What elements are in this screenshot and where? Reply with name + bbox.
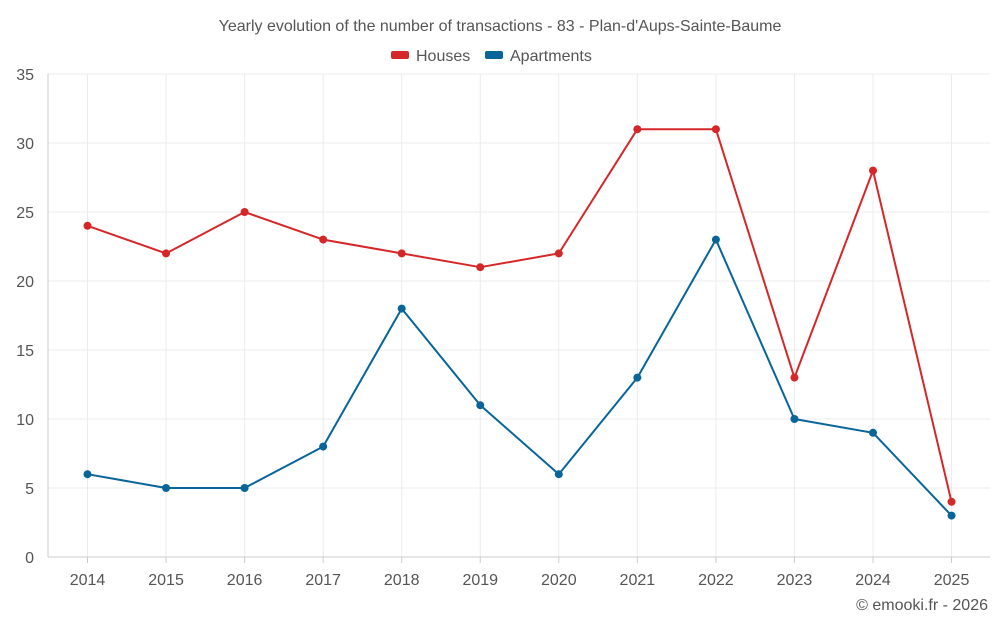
x-tick-label: 2022 (698, 572, 734, 589)
credit-text: © emooki.fr - 2026 (856, 597, 988, 614)
data-point-apartments[interactable] (790, 415, 799, 423)
x-tick-label: 2023 (777, 572, 813, 589)
data-point-apartments[interactable] (476, 401, 485, 410)
y-tick-label: 0 (25, 550, 34, 567)
data-point-apartments[interactable] (554, 470, 563, 479)
grid (48, 73, 990, 557)
data-point-houses[interactable] (476, 263, 485, 272)
legend-label-apartments[interactable]: Apartments (510, 48, 592, 65)
x-tick-label: 2015 (148, 572, 184, 589)
data-point-apartments[interactable] (711, 235, 720, 244)
data-point-houses[interactable] (554, 249, 563, 258)
y-tick-label: 10 (16, 412, 34, 429)
data-point-apartments[interactable] (162, 484, 171, 492)
data-point-apartments[interactable] (240, 484, 249, 492)
x-tick-label: 2017 (305, 572, 341, 589)
x-tick-label: 2021 (620, 572, 656, 589)
y-tick-label: 5 (25, 481, 34, 498)
data-point-apartments[interactable] (869, 428, 877, 437)
data-point-houses[interactable] (711, 125, 720, 134)
data-point-houses[interactable] (397, 249, 406, 258)
legend-label-houses[interactable]: Houses (416, 48, 470, 65)
series (83, 125, 956, 520)
y-tick-label: 20 (16, 274, 34, 291)
legend: Houses Apartments (391, 48, 592, 65)
legend-swatch-apartments (485, 51, 503, 59)
data-point-apartments[interactable] (633, 373, 642, 382)
y-tick-label: 25 (16, 205, 34, 222)
chart-title: Yearly evolution of the number of transa… (219, 18, 782, 35)
y-tick-label: 30 (16, 136, 34, 153)
data-point-apartments[interactable] (397, 304, 406, 313)
data-point-apartments[interactable] (319, 442, 328, 451)
data-point-houses[interactable] (633, 125, 642, 134)
data-point-houses[interactable] (240, 208, 249, 216)
data-point-houses[interactable] (790, 373, 799, 382)
x-tick-label: 2018 (384, 572, 420, 589)
y-tick-label: 15 (16, 343, 34, 360)
data-point-apartments[interactable] (83, 470, 92, 479)
data-point-houses[interactable] (947, 497, 956, 506)
y-tick-label: 35 (16, 67, 34, 84)
series-line-houses (87, 128, 953, 503)
data-point-houses[interactable] (83, 221, 92, 230)
x-tick-label: 2016 (227, 572, 263, 589)
data-point-houses[interactable] (869, 166, 877, 175)
x-tick-label: 2020 (541, 572, 577, 589)
series-line-apartments (87, 238, 953, 517)
x-tick-label: 2019 (462, 572, 498, 589)
data-point-houses[interactable] (162, 249, 171, 258)
legend-swatch-houses (391, 51, 409, 59)
data-point-houses[interactable] (319, 235, 328, 244)
x-tick-label: 2025 (934, 572, 970, 589)
x-tick-label: 2014 (70, 572, 106, 589)
data-point-apartments[interactable] (947, 511, 956, 520)
x-tick-label: 2024 (855, 572, 891, 589)
